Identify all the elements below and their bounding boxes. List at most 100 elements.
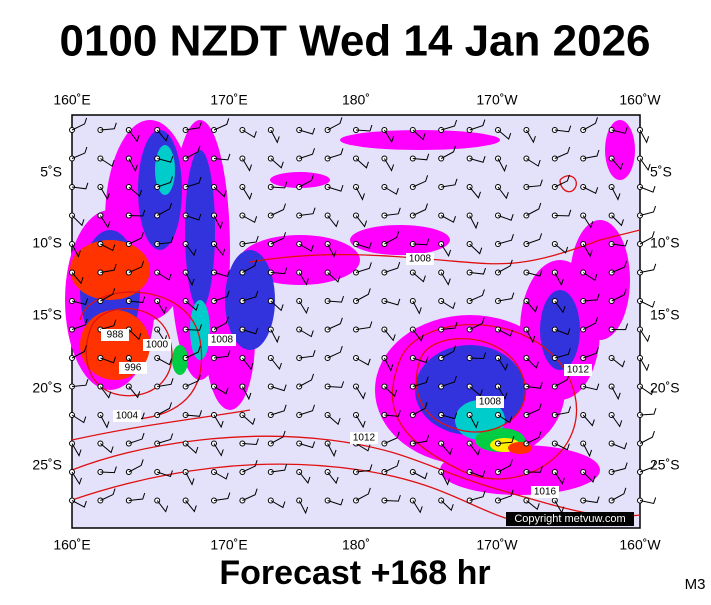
barb: [99, 186, 110, 201]
barb: [157, 236, 174, 245]
barb: [582, 243, 593, 258]
barb: [71, 182, 89, 190]
barb: [412, 238, 430, 246]
barb: [71, 414, 87, 424]
barb: [157, 378, 174, 387]
barb: [497, 489, 514, 501]
precip-area: [605, 120, 635, 180]
barb: [639, 300, 656, 308]
wind-barbs: [69, 117, 657, 515]
barb: [440, 272, 451, 286]
barb: [384, 261, 401, 273]
barb: [355, 357, 371, 366]
barb: [583, 149, 600, 159]
barb: [497, 214, 514, 221]
barb: [554, 348, 571, 359]
barb: [355, 242, 372, 249]
barb: [242, 129, 257, 139]
precip-area: [270, 172, 330, 188]
barb: [384, 207, 401, 216]
barb: [213, 186, 227, 198]
barb: [526, 233, 543, 245]
barb: [525, 129, 536, 144]
barb: [128, 231, 144, 245]
label-box: [119, 362, 147, 374]
barb: [299, 350, 316, 359]
barb: [71, 471, 82, 486]
barb: [384, 298, 401, 306]
lat-label: 20˚S: [32, 380, 62, 396]
barb: [299, 441, 316, 449]
barb: [71, 379, 89, 387]
barb: [611, 442, 628, 450]
barb: [71, 272, 84, 285]
barb: [156, 300, 167, 315]
barb: [156, 402, 172, 416]
axes: 160˚E 160˚E 170˚E 170˚E 180˚ 180˚ 170˚W 170˚W 16…: [32, 92, 679, 553]
barb: [185, 121, 202, 131]
barb: [185, 243, 197, 257]
barb: [469, 386, 483, 397]
barb: [469, 186, 481, 199]
barb: [639, 329, 651, 343]
barb: [100, 288, 116, 302]
barb: [213, 215, 223, 230]
barb: [128, 129, 140, 143]
barb: [100, 466, 117, 474]
isobar-label: 1016: [534, 487, 557, 498]
barb: [554, 209, 572, 217]
barb: [185, 345, 201, 359]
barb: [554, 174, 570, 188]
barb: [497, 186, 509, 200]
barb: [71, 345, 87, 359]
barb: [611, 414, 623, 428]
barb: [270, 404, 287, 416]
barb: [639, 129, 650, 144]
barb: [526, 179, 543, 188]
barb: [412, 376, 429, 387]
barb: [298, 329, 314, 338]
barb: [639, 357, 650, 372]
lat-label: 5˚S: [40, 164, 62, 180]
barb: [611, 215, 624, 227]
barb: [440, 300, 456, 310]
barb: [355, 124, 373, 132]
isobar: [85, 308, 173, 397]
barb: [100, 122, 117, 131]
barb: [611, 288, 627, 302]
label-box: [476, 396, 504, 408]
barb: [99, 386, 112, 399]
label-box: [531, 486, 559, 498]
barb: [242, 327, 259, 335]
barb: [185, 176, 202, 188]
barb: [384, 494, 401, 502]
barb: [242, 414, 256, 426]
barb: [440, 345, 457, 359]
barb: [299, 127, 316, 135]
barb: [242, 259, 258, 273]
barb: [242, 235, 259, 245]
isobar: [71, 435, 641, 517]
barb: [298, 243, 314, 252]
isobar-label: 996: [125, 363, 142, 374]
barb: [639, 460, 656, 473]
barb: [469, 289, 485, 302]
lon-label: 170˚W: [476, 537, 518, 553]
barb: [639, 407, 657, 416]
barb: [384, 459, 400, 473]
isobar: [559, 175, 577, 193]
barb: [355, 262, 372, 273]
barb: [639, 185, 656, 193]
barb: [71, 318, 88, 330]
barb: [213, 471, 229, 480]
lat-label: 25˚S: [32, 457, 62, 473]
barb: [100, 356, 117, 364]
barb: [440, 145, 456, 159]
barb: [554, 471, 565, 485]
lon-label: 160˚E: [53, 537, 90, 553]
barb: [441, 178, 458, 188]
barb: [299, 404, 316, 416]
barb: [157, 155, 174, 163]
isobar-label: 1012: [353, 433, 376, 444]
